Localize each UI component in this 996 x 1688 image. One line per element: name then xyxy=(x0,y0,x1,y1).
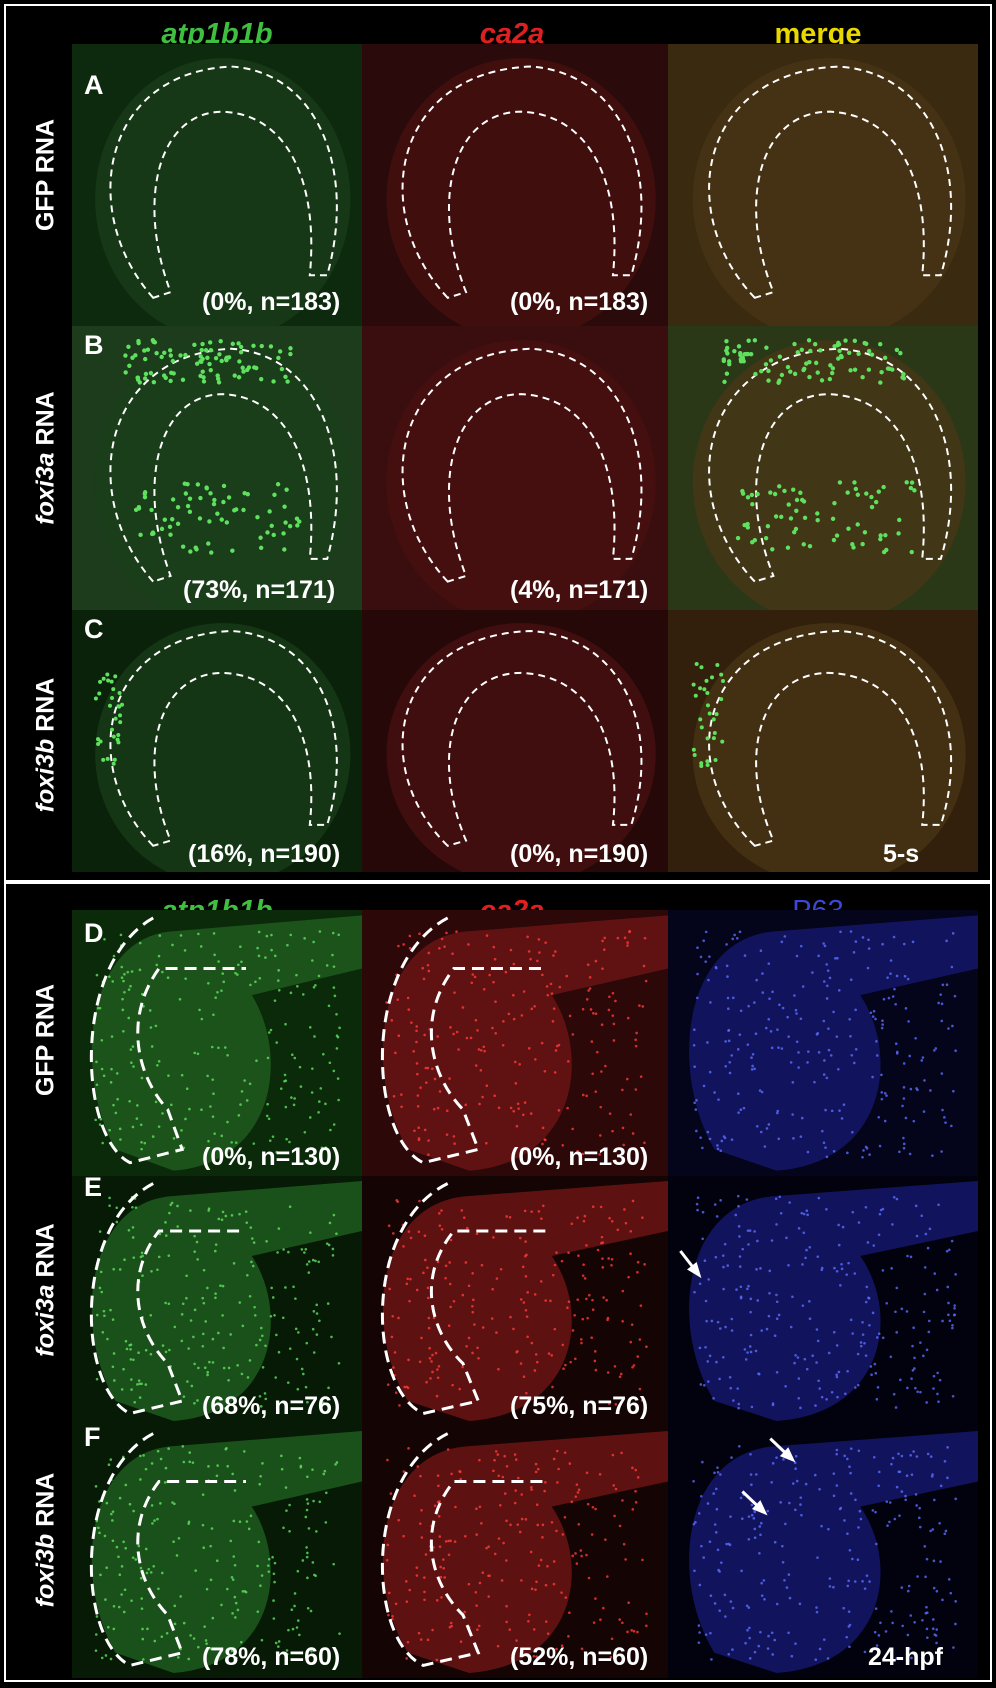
panel-letter-d: D xyxy=(84,918,104,948)
arrowhead-icon xyxy=(687,1262,702,1279)
embryo-image xyxy=(95,58,351,326)
embryo-image xyxy=(381,1181,668,1421)
embryo-image xyxy=(386,340,656,610)
panel-c-merge xyxy=(668,610,978,872)
panel-c-ca2a xyxy=(362,610,668,872)
embryo-image xyxy=(386,623,656,872)
panel-c-atp1b1b xyxy=(72,610,362,872)
row-label-a: GFP RNA xyxy=(31,118,60,232)
panel-e-atp1b1b xyxy=(72,1176,362,1426)
stat-f-atp1b1b: (78%, n=60) xyxy=(202,1643,341,1671)
panel-d-p63 xyxy=(668,910,978,1176)
panel-a-ca2a xyxy=(362,44,668,326)
arrowhead-icon xyxy=(752,1500,768,1516)
row-label-d: GFP RNA xyxy=(31,983,60,1097)
stat-e-ca2a: (75%, n=76) xyxy=(510,1392,649,1420)
embryo-image xyxy=(89,1431,362,1673)
top-frame xyxy=(4,4,992,882)
stat-a-atp1b1b: (0%, n=183) xyxy=(202,288,341,316)
panel-letter-f: F xyxy=(84,1422,101,1452)
panel-letter-b: B xyxy=(84,330,104,360)
embryo-image xyxy=(89,915,362,1171)
embryo-image xyxy=(692,338,966,610)
panel-b-merge xyxy=(668,326,978,610)
stat-c-atp1b1b: (16%, n=190) xyxy=(188,840,341,868)
panel-f-atp1b1b xyxy=(72,1426,362,1678)
row-label-b: foxi3a RNA xyxy=(31,391,60,525)
row-label-c: foxi3b RNA xyxy=(31,677,60,813)
embryo-image xyxy=(692,58,966,326)
embryo-image xyxy=(386,58,656,326)
embryo-image xyxy=(93,623,351,872)
arrowhead-icon xyxy=(779,1447,796,1463)
embryo-image xyxy=(691,623,966,872)
embryo-image xyxy=(689,1431,978,1673)
embryo-image xyxy=(689,915,978,1171)
embryo-image xyxy=(380,915,668,1171)
stage-label-24hpf: 24-hpf xyxy=(868,1643,943,1671)
row-label-f: foxi3b RNA xyxy=(31,1472,60,1608)
panel-d-ca2a xyxy=(362,910,668,1176)
panel-f-p63 xyxy=(668,1426,978,1678)
panel-letter-c: C xyxy=(84,614,104,644)
embryo-image xyxy=(381,1431,668,1673)
stage-label-5s: 5-s xyxy=(883,840,920,868)
stat-f-ca2a: (52%, n=60) xyxy=(510,1643,649,1671)
panel-d-atp1b1b xyxy=(72,910,362,1176)
stat-d-ca2a: (0%, n=130) xyxy=(510,1143,649,1171)
panel-e-p63 xyxy=(668,1176,978,1426)
panel-a-atp1b1b xyxy=(72,44,362,326)
panel-b-ca2a xyxy=(362,326,668,610)
stat-b-atp1b1b: (73%, n=171) xyxy=(183,576,336,604)
panel-e-ca2a xyxy=(362,1176,668,1426)
panel-f-ca2a xyxy=(362,1426,668,1678)
bottom-frame xyxy=(4,882,992,1682)
panel-b-atp1b1b xyxy=(72,326,362,610)
row-label-e: foxi3a RNA xyxy=(31,1223,60,1357)
embryo-image xyxy=(89,1181,362,1421)
stat-c-ca2a: (0%, n=190) xyxy=(510,840,649,868)
panel-letter-e: E xyxy=(84,1172,103,1202)
panel-letter-a: A xyxy=(84,70,104,100)
embryo-image xyxy=(679,1181,978,1421)
stat-b-ca2a: (4%, n=171) xyxy=(510,576,649,604)
panel-a-merge xyxy=(668,44,978,326)
stat-a-ca2a: (0%, n=183) xyxy=(510,288,649,316)
stat-d-atp1b1b: (0%, n=130) xyxy=(202,1143,341,1171)
stat-e-atp1b1b: (68%, n=76) xyxy=(202,1392,341,1420)
embryo-image xyxy=(95,338,351,610)
